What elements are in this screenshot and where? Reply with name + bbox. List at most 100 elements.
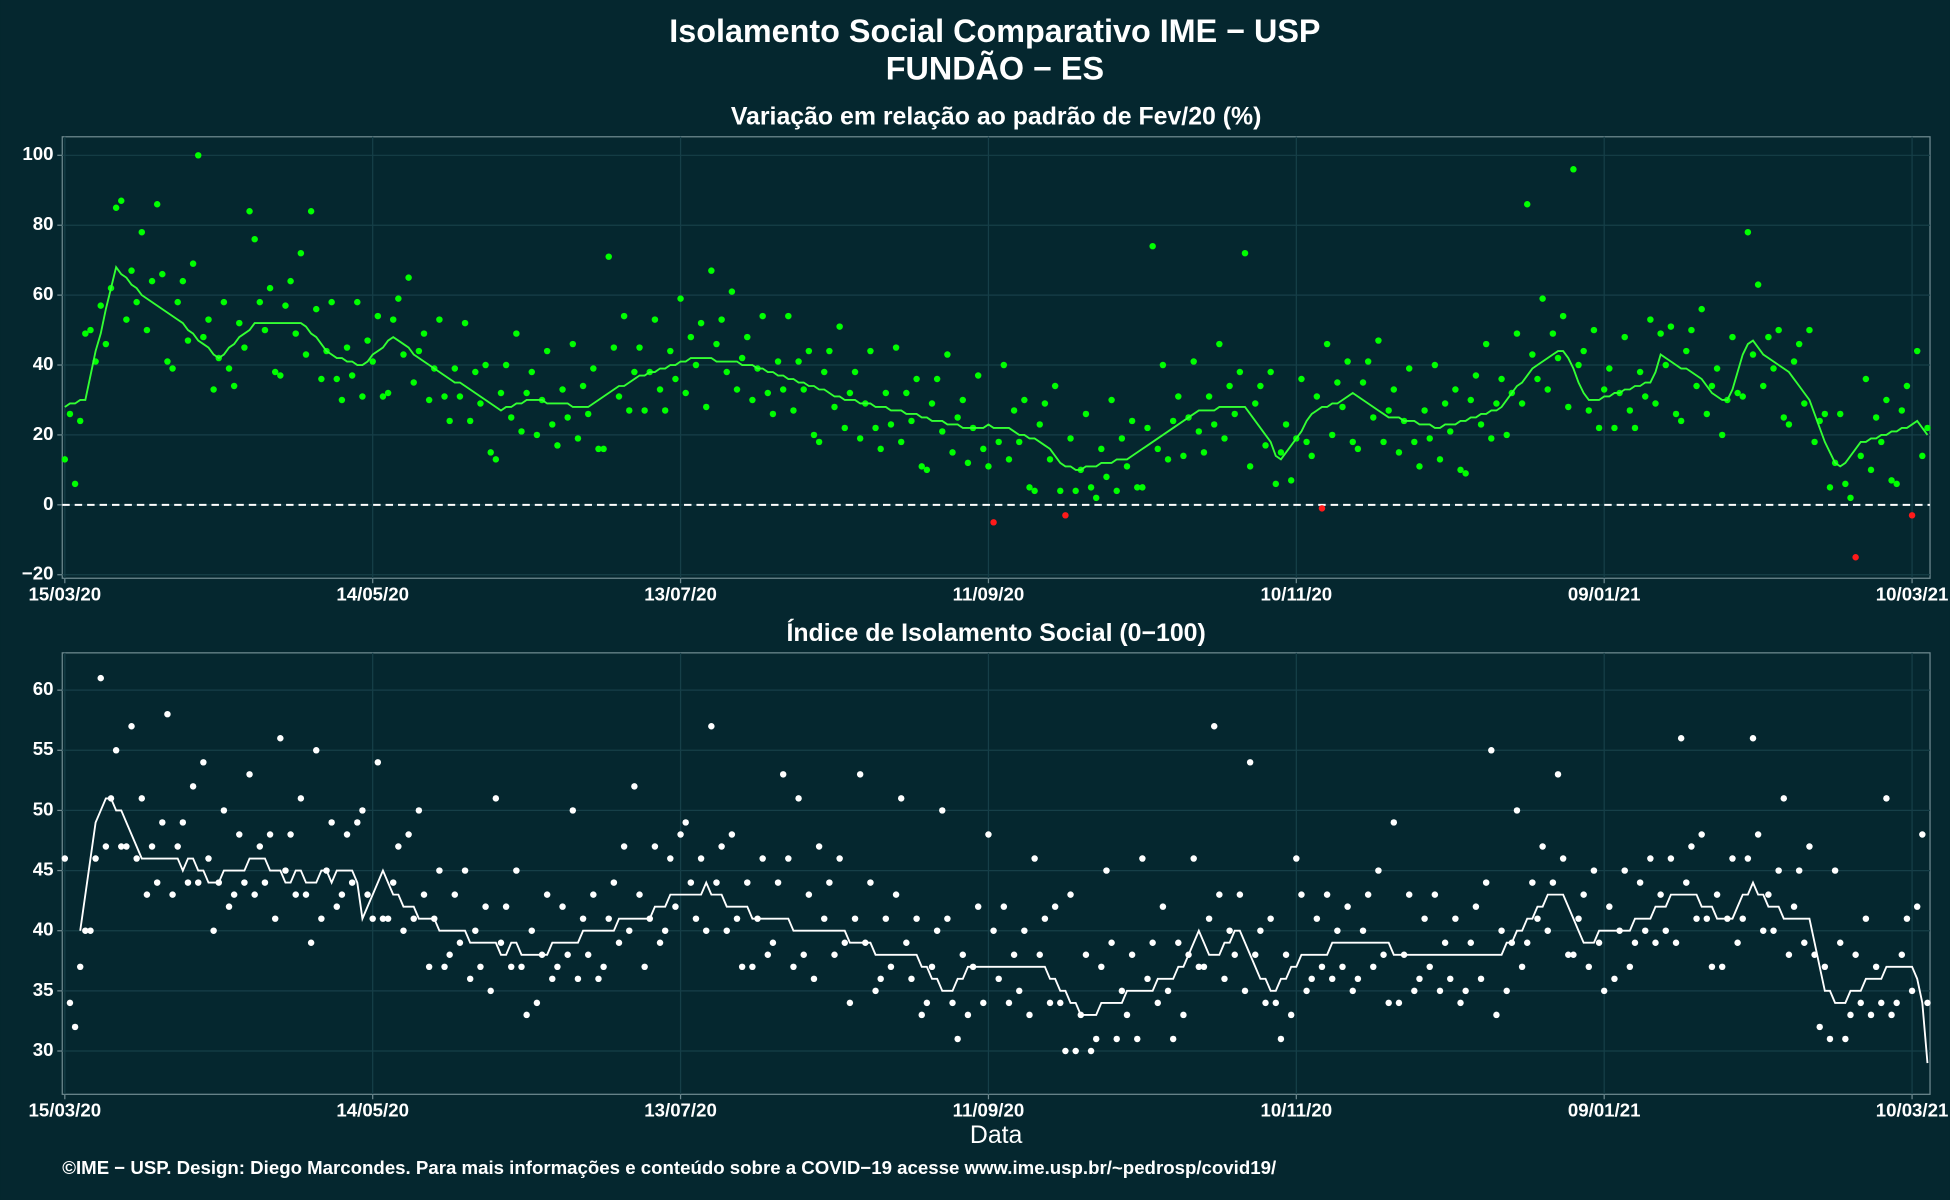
data-point [959, 396, 967, 404]
data-point [1770, 365, 1777, 372]
data-point [1919, 831, 1926, 838]
data-point [1513, 330, 1521, 337]
data-point [1554, 771, 1562, 778]
data-point [477, 400, 484, 407]
data-point [343, 831, 351, 838]
y-tick-label: 60 [33, 678, 54, 699]
data-point [1488, 435, 1495, 442]
y-tick-label: 0 [43, 493, 53, 514]
data-point [1457, 999, 1464, 1007]
data-point [1416, 975, 1423, 983]
data-point [1734, 389, 1741, 397]
data-point [123, 316, 130, 323]
data-point [1806, 843, 1813, 850]
data-point [1390, 819, 1398, 826]
data-point [1734, 939, 1741, 946]
data-point [307, 939, 315, 946]
data-point [672, 375, 679, 383]
data-point [790, 963, 797, 971]
data-point [636, 891, 643, 898]
x-tick-label: 14/05/20 [336, 1100, 409, 1121]
data-point [112, 204, 120, 211]
data-point [1308, 452, 1315, 460]
data-point [1421, 407, 1428, 414]
data-point [451, 365, 459, 372]
data-point [1103, 473, 1110, 481]
data-point [682, 389, 689, 397]
data-point [1323, 340, 1331, 348]
data-point [1195, 428, 1203, 435]
data-point [1657, 891, 1664, 898]
data-point [1385, 407, 1392, 414]
data-point [759, 312, 766, 320]
data-point [461, 867, 469, 874]
data-point [1329, 975, 1336, 983]
data-point [1785, 421, 1793, 428]
data-point [1595, 939, 1603, 946]
data-point [87, 326, 94, 334]
data-point [1852, 554, 1859, 561]
data-point [877, 445, 884, 453]
data-point [1000, 361, 1008, 369]
panel-title: Índice de Isolamento Social (0−100) [786, 618, 1205, 647]
data-point [1600, 987, 1608, 995]
data-point [1908, 512, 1916, 519]
data-point [877, 975, 884, 983]
data-point [1683, 879, 1690, 886]
data-point [1031, 487, 1038, 495]
data-point [805, 347, 813, 355]
data-point [913, 915, 920, 922]
data-point [964, 459, 972, 467]
data-point [1226, 382, 1233, 390]
data-point [271, 915, 279, 922]
data-point [1277, 1035, 1285, 1043]
data-point [1565, 403, 1572, 411]
data-point [933, 375, 941, 383]
data-point [584, 410, 592, 418]
data-point [1103, 867, 1110, 874]
data-point [1857, 452, 1864, 460]
data-point [1154, 445, 1162, 453]
data-point [1252, 400, 1259, 407]
y-tick-label: 35 [33, 979, 54, 1000]
data-point [92, 855, 99, 862]
data-point [379, 393, 387, 400]
data-point [1842, 480, 1849, 488]
data-point [1231, 410, 1238, 418]
data-point [841, 939, 849, 946]
data-point [954, 1035, 961, 1043]
data-point [1051, 382, 1059, 390]
data-point [1831, 867, 1839, 874]
data-point [241, 344, 248, 351]
data-point [230, 382, 238, 390]
data-point [1862, 915, 1870, 922]
data-point [1585, 963, 1593, 971]
data-point [1672, 410, 1680, 418]
data-point [328, 819, 335, 826]
data-point [687, 333, 695, 341]
data-point [1128, 951, 1136, 959]
data-point [1493, 1011, 1500, 1019]
data-point [692, 915, 700, 922]
data-point [774, 358, 782, 365]
data-point [1370, 963, 1377, 971]
data-point [1421, 915, 1428, 922]
data-point [1534, 375, 1541, 383]
data-point [908, 975, 915, 983]
data-point [923, 466, 931, 474]
data-point [810, 431, 818, 439]
data-point [810, 975, 818, 983]
data-point [118, 843, 125, 850]
data-point [123, 843, 130, 850]
data-point [1765, 891, 1772, 898]
data-point [405, 831, 412, 838]
data-point [1477, 975, 1485, 983]
data-point [148, 277, 156, 285]
data-point [559, 903, 566, 910]
x-axis-label: Data [970, 1121, 1023, 1149]
data-point [1057, 487, 1064, 495]
data-point [1703, 410, 1711, 418]
data-point [800, 951, 807, 959]
data-point [1482, 879, 1490, 886]
